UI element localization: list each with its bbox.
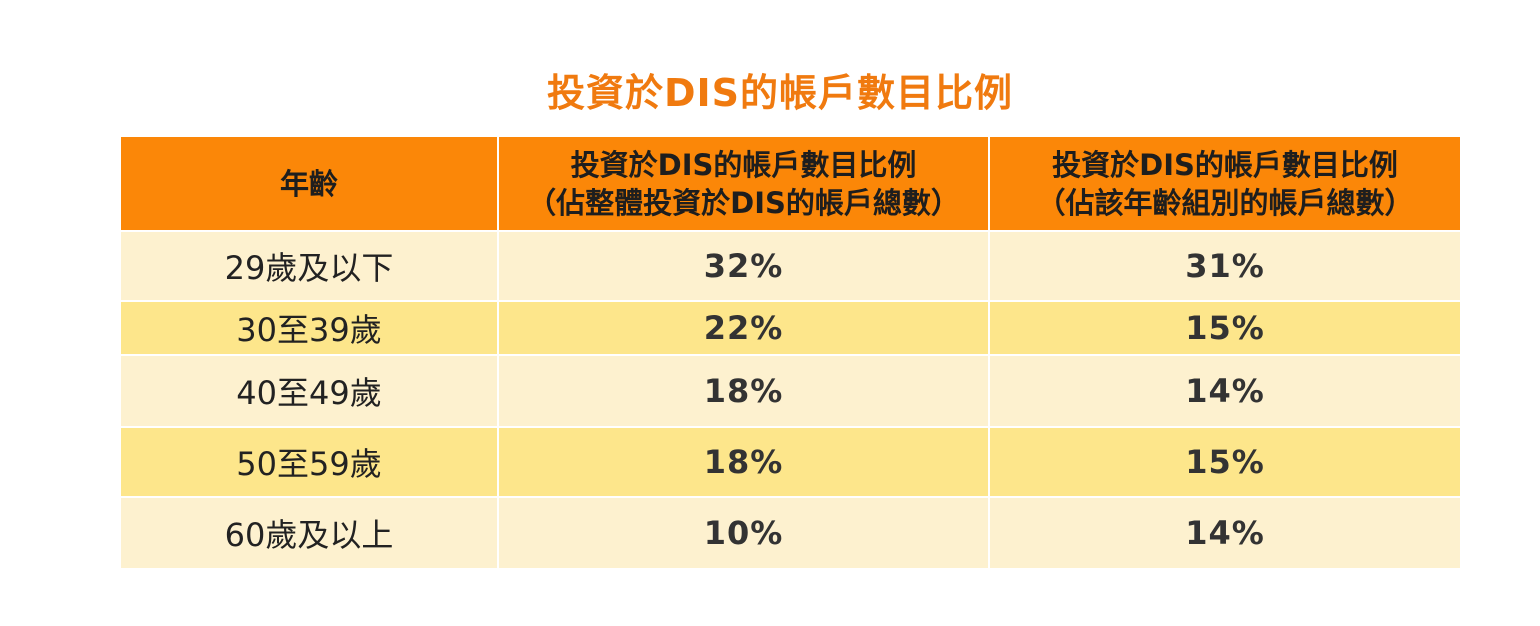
cell-share-group: 15% <box>989 300 1460 355</box>
table-row: 60歲及以上 10% 14% <box>121 496 1460 568</box>
header-age: 年齡 <box>121 137 499 231</box>
cell-share-total: 32% <box>498 230 990 301</box>
cell-age: 30至39歲 <box>121 300 499 355</box>
table-header-row: 年齡 投資於DIS的帳戶數目比例 （佔整體投資於DIS的帳戶總數） 投資於DIS… <box>121 137 1460 231</box>
cell-age: 29歲及以下 <box>121 230 499 301</box>
table-row: 40至49歲 18% 14% <box>121 354 1460 427</box>
data-table: 年齡 投資於DIS的帳戶數目比例 （佔整體投資於DIS的帳戶總數） 投資於DIS… <box>121 137 1460 568</box>
header-share-group: 投資於DIS的帳戶數目比例 （佔該年齡組別的帳戶總數） <box>989 137 1460 231</box>
cell-share-total: 10% <box>498 496 990 568</box>
header-share-group-line1: 投資於DIS的帳戶數目比例 <box>1052 147 1398 182</box>
header-share-total-line1: 投資於DIS的帳戶數目比例 <box>570 147 917 182</box>
cell-age: 50至59歲 <box>121 426 499 497</box>
page-title: 投資於DIS的帳戶數目比例 <box>546 71 1014 115</box>
cell-share-total: 18% <box>498 426 990 497</box>
header-share-total: 投資於DIS的帳戶數目比例 （佔整體投資於DIS的帳戶總數） <box>498 137 990 231</box>
table-row: 50至59歲 18% 15% <box>121 426 1460 497</box>
cell-share-total: 18% <box>498 354 990 427</box>
table-row: 29歲及以下 32% 31% <box>121 230 1460 301</box>
header-share-total-line2: （佔整體投資於DIS的帳戶總數） <box>527 185 960 220</box>
table-row: 30至39歲 22% 15% <box>121 300 1460 355</box>
cell-share-group: 31% <box>989 230 1460 301</box>
header-share-group-line2: （佔該年齡組別的帳戶總數） <box>1036 185 1414 220</box>
cell-share-group: 15% <box>989 426 1460 497</box>
cell-share-total: 22% <box>498 300 990 355</box>
cell-age: 40至49歲 <box>121 354 499 427</box>
cell-share-group: 14% <box>989 354 1460 427</box>
cell-share-group: 14% <box>989 496 1460 568</box>
cell-age: 60歲及以上 <box>121 496 499 568</box>
